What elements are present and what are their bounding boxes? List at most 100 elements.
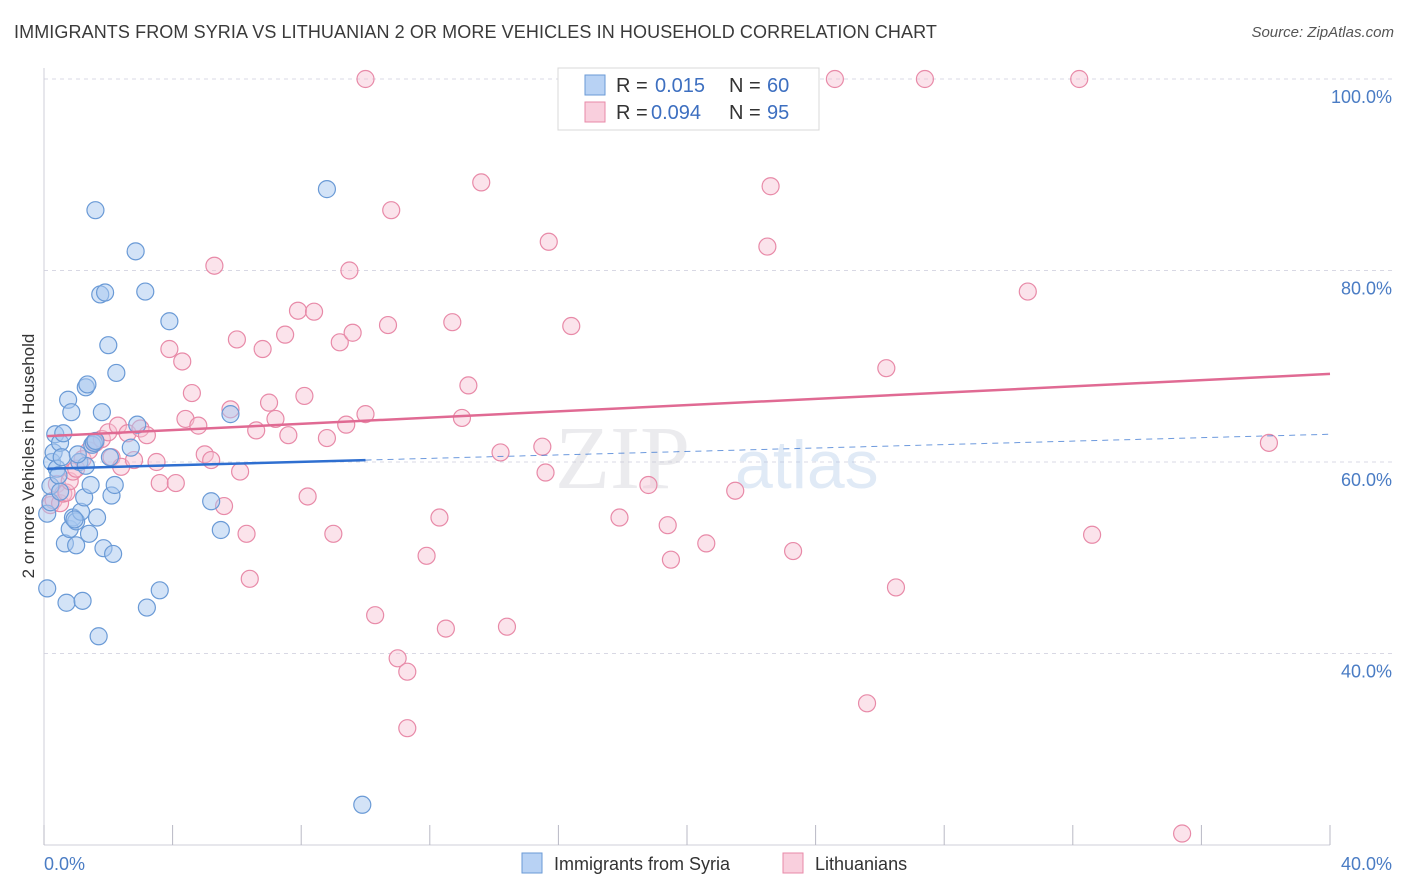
- lith-point: [160, 339, 179, 359]
- syria-point: [353, 795, 372, 814]
- syria-point: [92, 403, 111, 422]
- lith-point: [330, 333, 349, 352]
- grid-lines: [44, 78, 1392, 654]
- lith-point: [182, 383, 201, 403]
- legend-n-label-syria: N =: [729, 75, 761, 97]
- legend-swatch-syria: [584, 74, 606, 96]
- lith-point: [295, 386, 314, 406]
- legend-r-label-syria: R =: [616, 75, 648, 97]
- syria-point: [317, 180, 337, 199]
- lith-point: [240, 569, 259, 588]
- lith-point: [472, 173, 491, 192]
- y-tick-label: 40.0%: [1341, 662, 1392, 682]
- lith-point: [1173, 824, 1192, 843]
- syria-point: [160, 312, 179, 331]
- watermark: ZIP atlas: [555, 409, 879, 508]
- bottom-legend-swatch-lith: [782, 852, 804, 874]
- syria-point: [67, 536, 86, 555]
- legend-r-value-lith: 0.094: [651, 102, 701, 124]
- x-tick-labels: 0.0% 40.0%: [44, 854, 1392, 874]
- syria-point: [50, 482, 70, 501]
- lith-point: [227, 330, 246, 349]
- y-tick-labels: 40.0% 60.0% 80.0% 100.0%: [1331, 87, 1392, 682]
- lith-point: [443, 313, 462, 332]
- lith-trend-line: [47, 372, 1331, 438]
- syria-point: [107, 363, 126, 383]
- syria-point: [86, 431, 105, 451]
- lith-point: [189, 416, 208, 435]
- lith-point: [202, 450, 221, 470]
- y-axis-label: 2 or more Vehicles in Household: [19, 334, 38, 579]
- syria-point: [104, 544, 123, 564]
- lith-point: [279, 426, 298, 445]
- lith-point: [825, 69, 844, 89]
- lith-point: [562, 316, 581, 336]
- bottom-legend: Immigrants from Syria Lithuanians: [521, 852, 907, 874]
- lith-point: [340, 261, 359, 280]
- lith-point: [661, 550, 681, 569]
- syria-point: [87, 508, 107, 527]
- lith-point: [166, 473, 185, 493]
- syria-points: [38, 180, 372, 814]
- syria-point: [89, 627, 108, 646]
- lith-point: [147, 452, 166, 472]
- bottom-legend-swatch-syria: [521, 852, 543, 874]
- y-tick-label: 60.0%: [1341, 470, 1392, 490]
- syria-point: [221, 405, 240, 424]
- legend-r-label-lith: R =: [616, 102, 648, 124]
- lith-point: [356, 69, 375, 89]
- syria-point: [78, 375, 97, 394]
- lith-point: [150, 473, 169, 493]
- lith-point: [877, 359, 896, 378]
- lith-point: [259, 393, 279, 412]
- legend-n-label-lith: N =: [729, 102, 761, 124]
- lith-point: [497, 617, 517, 636]
- syria-point: [65, 510, 84, 529]
- lith-point: [1082, 525, 1102, 544]
- lith-point: [658, 516, 677, 535]
- lith-point: [378, 315, 398, 335]
- syria-trend-extension: [365, 433, 1331, 461]
- lith-point: [1018, 282, 1037, 301]
- lith-point: [610, 508, 629, 527]
- legend-box: R = 0.015 N = 60 R = 0.094 N = 95: [557, 67, 820, 131]
- lith-point: [173, 352, 192, 371]
- syria-point: [86, 201, 105, 220]
- syria-point: [68, 445, 87, 464]
- lith-point: [317, 428, 337, 448]
- lith-point: [417, 546, 436, 565]
- lith-point: [761, 177, 780, 196]
- syria-point: [128, 415, 147, 434]
- legend-n-value-syria: 60: [767, 75, 789, 97]
- lith-point: [533, 437, 552, 456]
- lith-point: [337, 415, 356, 434]
- lith-point: [237, 524, 256, 543]
- lith-point: [726, 481, 745, 500]
- syria-point: [54, 424, 73, 443]
- syria-point: [95, 283, 115, 302]
- syria-point: [73, 591, 92, 610]
- syria-point: [136, 282, 155, 301]
- lith-point: [1259, 433, 1279, 452]
- lith-point: [266, 409, 285, 429]
- lith-point: [697, 534, 716, 553]
- chart-title: IMMIGRANTS FROM SYRIA VS LITHUANIAN 2 OR…: [14, 22, 937, 42]
- lith-point: [205, 256, 224, 275]
- lith-point: [298, 487, 317, 506]
- syria-point: [202, 492, 221, 511]
- bottom-legend-label-syria: Immigrants from Syria: [554, 854, 731, 874]
- x-tick-label-max: 40.0%: [1341, 854, 1392, 874]
- syria-point: [81, 475, 100, 495]
- trend-lines: [47, 372, 1331, 470]
- syria-point: [137, 598, 156, 617]
- syria-point: [99, 336, 118, 355]
- lith-point: [398, 662, 417, 681]
- syria-trend-line: [47, 458, 366, 470]
- y-tick-label: 100.0%: [1331, 87, 1392, 107]
- lith-point: [276, 325, 295, 344]
- watermark-zip: ZIP: [555, 409, 690, 508]
- lith-point: [343, 323, 362, 342]
- lith-point: [491, 443, 510, 462]
- lith-point: [231, 462, 250, 481]
